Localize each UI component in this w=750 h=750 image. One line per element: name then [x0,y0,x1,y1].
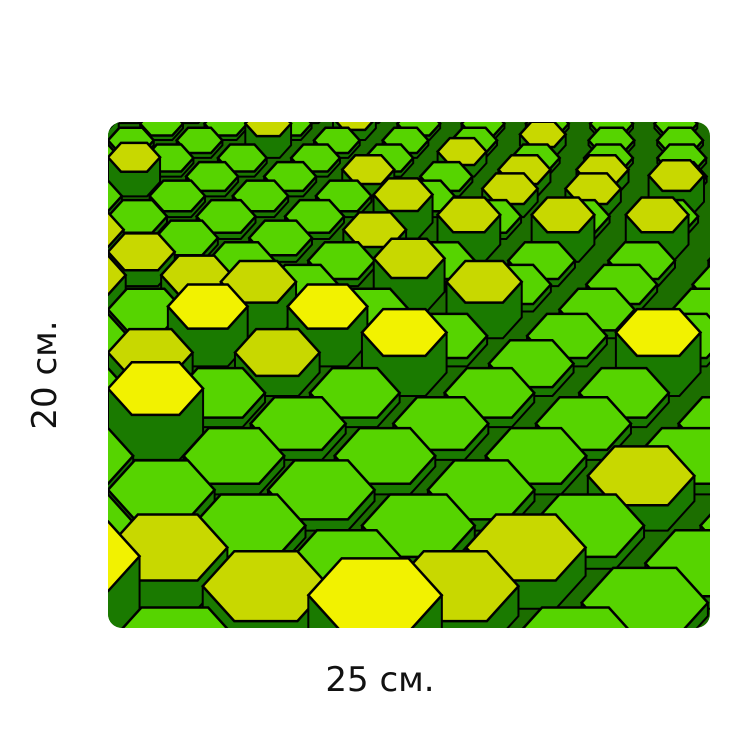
width-dimension-label: 25 см. [325,660,435,700]
hexagon-top [521,606,629,628]
hexagon-top [233,327,322,378]
hexagon-top [285,283,370,330]
hexagon-top [371,177,435,213]
hexagon-top [166,283,250,330]
hexagon-top [372,237,447,280]
hexagon-top [529,196,597,234]
hexagon-top [360,307,449,358]
hexagon-top [646,158,706,193]
hexagon-prism [121,606,229,628]
hexagon-top [108,520,142,593]
hexagon-top [108,361,205,417]
hexagon-top [108,179,124,213]
hexagon-prism [115,122,141,125]
hexagon-top [435,196,502,234]
height-dimension-label: 20 см. [25,320,65,430]
hexagon-top [108,426,135,485]
hexagon-top [706,256,710,265]
hexagon-top [444,259,524,304]
hexagon-top [614,307,703,358]
hexagon-top [243,122,293,138]
hexagon-pattern [108,122,710,628]
hexagon-prism [306,557,444,628]
hexagon-prism [108,141,162,198]
hexagon-side [709,122,710,123]
hexagon-side [115,122,141,125]
hexagon-prism [108,361,205,461]
hexagon-top [306,557,444,628]
hexagon-top [108,211,126,249]
hexagon-top [108,254,128,296]
hexagon-prism [521,606,629,628]
hexagon-top [108,141,162,173]
hexagon-prism [248,396,348,461]
hexagon-prism [108,254,128,313]
hexagon-top [624,196,691,234]
hexagon-prism [108,520,142,628]
hexagon-top [121,606,229,628]
mousepad-image [108,122,710,628]
hexagon-prism [709,122,710,123]
hexagon-top [108,232,177,272]
